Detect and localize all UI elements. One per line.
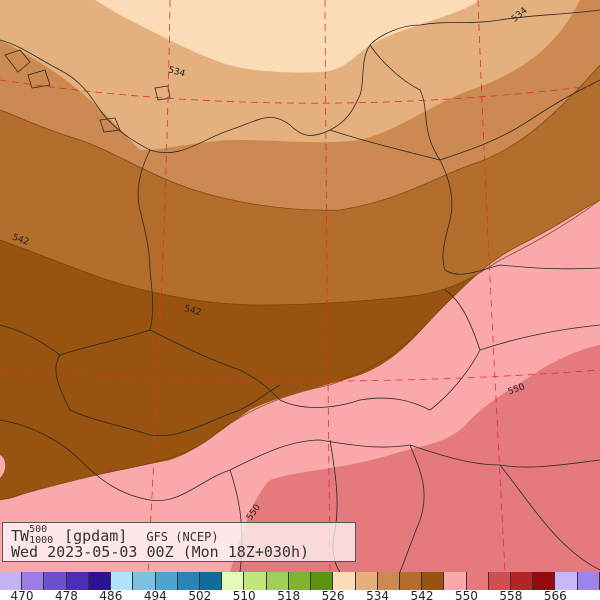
- coastline-north: [0, 9, 600, 154]
- contour-label-542-b: 542: [183, 304, 202, 318]
- colorbar-swatch: [377, 572, 400, 590]
- colorbar-swatch: [422, 572, 445, 590]
- border-4: [55, 329, 281, 437]
- colorbar-swatch: [0, 572, 23, 590]
- border-15: [439, 79, 600, 161]
- pressure-levels: 500 1000: [29, 524, 55, 546]
- colorbar-tick-label: 534: [366, 590, 389, 600]
- colorbar-swatch: [511, 572, 534, 590]
- contour-label-534-a: 534: [167, 65, 186, 79]
- colorbar-tick-label: 478: [54, 590, 78, 600]
- colorbar-tick-label: 558: [499, 590, 523, 600]
- lat-lon-grid: [0, 0, 600, 572]
- band-550-558-spot: [0, 455, 6, 478]
- colorbar-swatch: [66, 572, 89, 590]
- colorbar-ticks: 470 478 486 494 502 510 518 526 534 542 550 558 566: [0, 590, 600, 600]
- contour-550: [0, 199, 600, 501]
- band-526-534: [95, 0, 480, 73]
- colorbar-tick-label: 486: [99, 590, 123, 600]
- map-info-box: TW 500 1000 [gpdam] GFS (NCEP) Wed 2023-05…: [2, 522, 356, 562]
- border-3: [444, 264, 600, 275]
- colorbar-swatch: [22, 572, 45, 590]
- colorbar-swatch: [199, 572, 223, 590]
- colorbar-tick-label: 502: [188, 590, 212, 600]
- contour-lines: [0, 64, 600, 501]
- valid-time: Wed 2023-05-03 00Z (Mon 18Z+030h): [11, 543, 310, 561]
- colorbar-swatch: [133, 572, 156, 590]
- parallel-1: [0, 79, 600, 104]
- colorbar-swatch: [555, 572, 578, 590]
- border-2: [329, 129, 453, 271]
- colorbar-swatch: [111, 572, 134, 590]
- colorbar-swatch: [333, 572, 356, 590]
- variable-symbol: TW: [11, 527, 30, 545]
- pressure-level-bottom: 1000: [29, 535, 54, 546]
- colorbar-tick-label: 518: [277, 590, 301, 600]
- meridian-1: [147, 0, 171, 572]
- border-11: [399, 444, 425, 572]
- colorbar-tick-label: 510: [232, 590, 256, 600]
- colorbar-swatch: [88, 572, 112, 590]
- colorbar-swatch: [266, 572, 289, 590]
- colorbar-swatch: [44, 572, 67, 590]
- colorbar-swatch: [488, 572, 512, 590]
- variable-title: TW 500 1000 [gpdam] GFS (NCEP): [11, 524, 219, 546]
- contour-542: [0, 199, 600, 306]
- border-14: [0, 324, 61, 356]
- colorbar-tick-label: 470: [10, 590, 34, 600]
- meridian-2: [324, 0, 331, 572]
- colorbar-swatch: [222, 572, 245, 590]
- colorbar-swatch: [155, 572, 178, 590]
- colorbar-swatch: [466, 572, 489, 590]
- meridian-3: [477, 0, 506, 572]
- border-6: [279, 289, 481, 411]
- colorbar-tick-label: 526: [321, 590, 345, 600]
- colorbar-swatch: [244, 572, 267, 590]
- border-1: [137, 149, 154, 331]
- contour-534: [0, 64, 600, 211]
- border-12: [499, 464, 600, 571]
- colorbar-tick-label: 566: [543, 590, 567, 600]
- colorbar-swatch: [311, 572, 334, 590]
- colorbar-tick-label: 494: [143, 590, 167, 600]
- colorbar-swatch: [533, 572, 556, 590]
- border-13: [479, 324, 600, 351]
- border-5: [149, 329, 281, 401]
- colorbar-swatch: [288, 572, 312, 590]
- colorbar: [0, 572, 600, 590]
- colorbar-swatch: [355, 572, 378, 590]
- country-borders: [0, 9, 600, 572]
- colorbar-swatch: [399, 572, 423, 590]
- border-7: [0, 419, 411, 502]
- colorbar-tick-label: 550: [454, 590, 478, 600]
- pressure-level-top: 500: [29, 524, 48, 535]
- parallel-2: [0, 369, 600, 382]
- colorbar-swatch: [577, 572, 600, 590]
- border-16: [369, 44, 441, 161]
- colorbar-swatch: [177, 572, 200, 590]
- colorbar-swatch: [444, 572, 467, 590]
- band-534-542-light: [0, 0, 580, 150]
- variable-unit: [gpdam]: [64, 527, 128, 545]
- islands: [4, 49, 171, 133]
- colorbar-tick-label: 542: [410, 590, 434, 600]
- model-name: GFS (NCEP): [146, 530, 219, 544]
- geopotential-thickness-map: 534 534 542 542 550 550: [0, 0, 600, 572]
